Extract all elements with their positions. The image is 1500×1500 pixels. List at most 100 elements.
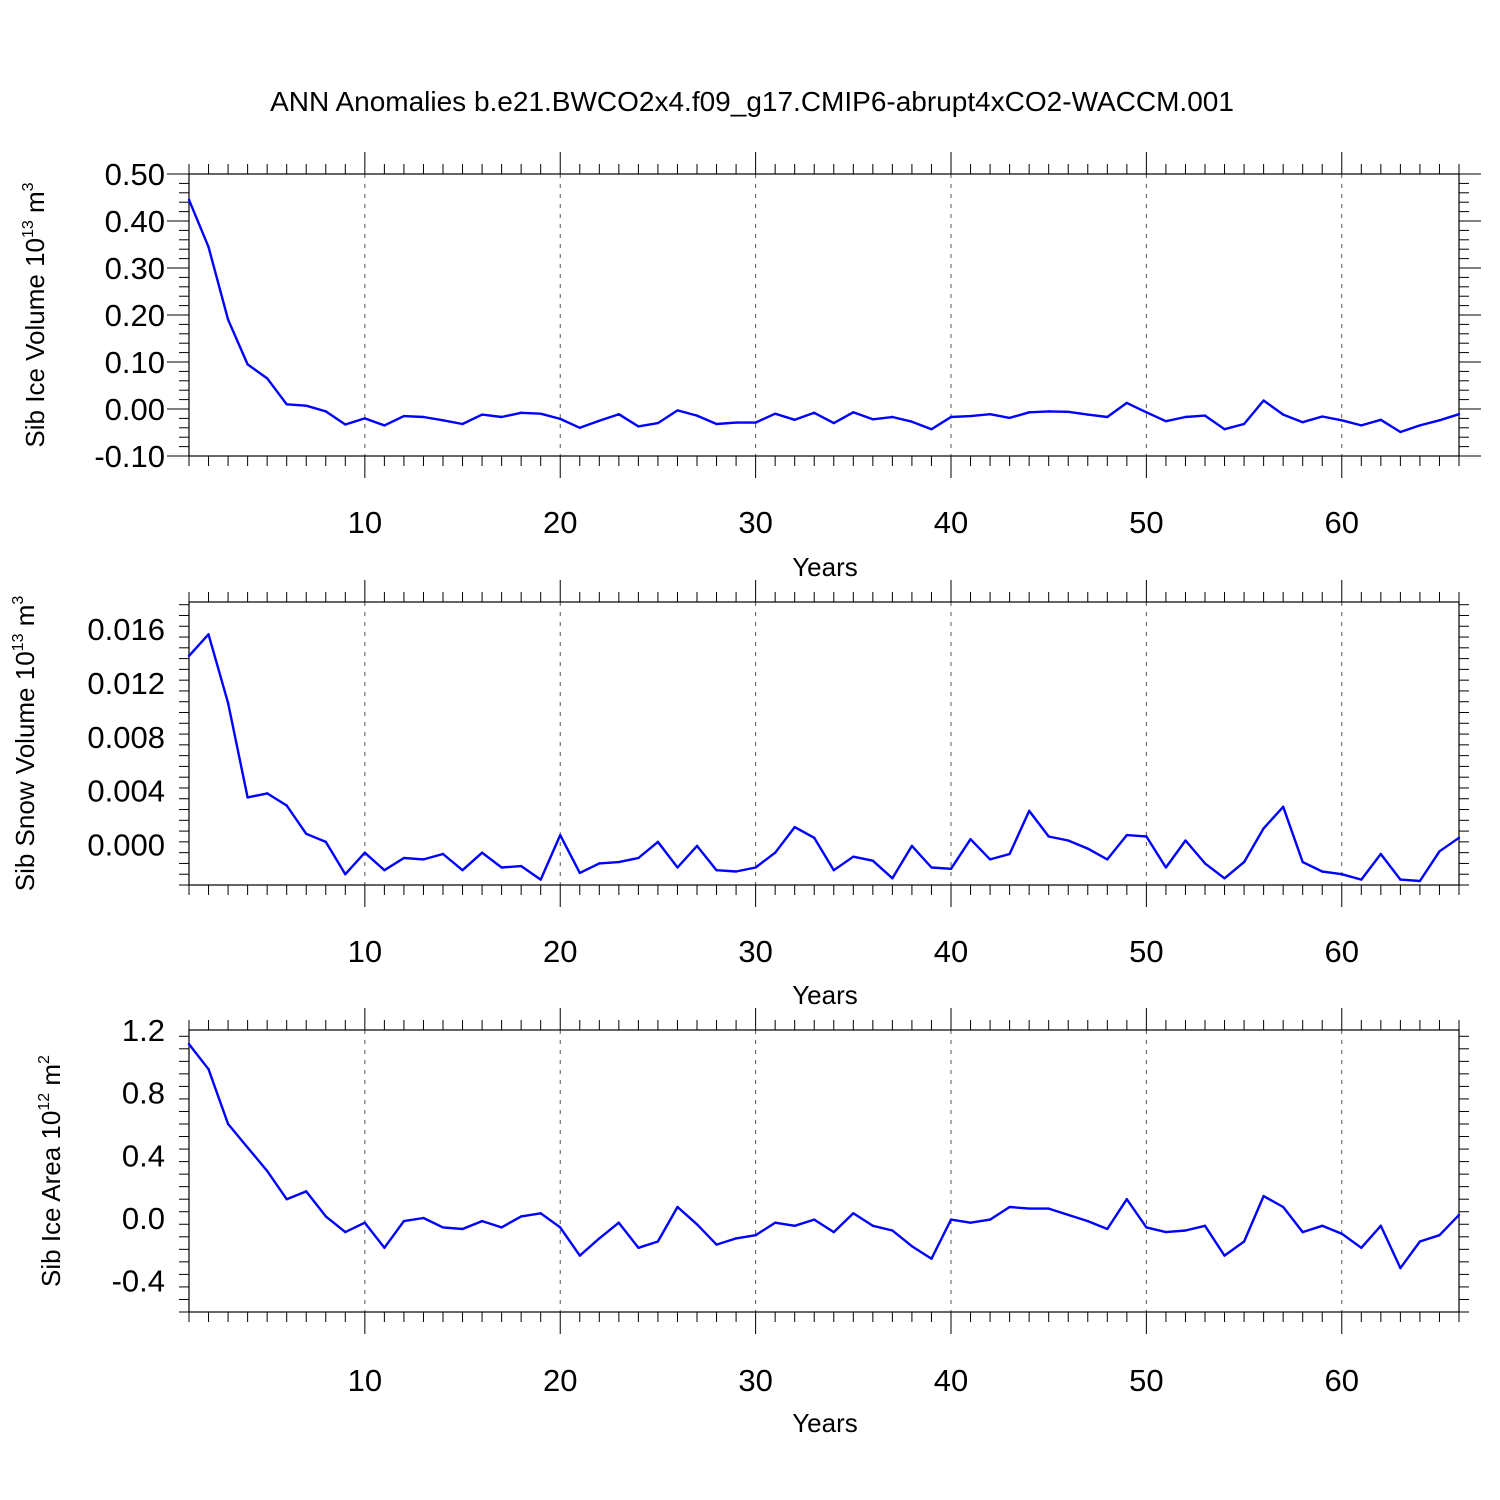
data-point xyxy=(598,1237,601,1240)
y-tick-label: 0.004 xyxy=(87,774,165,809)
y-tick-label: 0.000 xyxy=(87,828,165,863)
data-point xyxy=(656,1240,660,1243)
data-point xyxy=(1106,415,1109,419)
data-point xyxy=(226,318,230,321)
data-point xyxy=(1399,430,1402,434)
data-point xyxy=(559,417,562,421)
x-tick-label: 10 xyxy=(348,1363,382,1398)
data-point xyxy=(1438,1234,1441,1237)
data-point xyxy=(187,1042,191,1046)
data-point xyxy=(441,852,445,856)
data-point xyxy=(715,422,718,426)
data-point xyxy=(695,1223,699,1226)
data-point xyxy=(207,1067,210,1071)
data-point xyxy=(1360,878,1363,881)
data-point xyxy=(949,415,953,419)
y-tick-label: 1.2 xyxy=(122,1013,165,1048)
data-point xyxy=(754,866,757,869)
data-point xyxy=(1281,805,1285,809)
data-point xyxy=(910,1245,914,1248)
data-point xyxy=(246,1146,249,1149)
data-point xyxy=(852,1212,855,1215)
x-tick-label: 60 xyxy=(1325,1363,1359,1398)
data-point xyxy=(383,868,386,872)
x-axis-label: Years xyxy=(792,980,858,1010)
data-point xyxy=(1281,1205,1285,1209)
data-point xyxy=(285,403,288,406)
data-point xyxy=(1360,1246,1363,1249)
data-point xyxy=(656,421,660,425)
data-point xyxy=(1418,1240,1422,1243)
x-axis-label: Years xyxy=(792,1408,858,1438)
data-point xyxy=(852,411,855,414)
data-point xyxy=(871,859,875,862)
data-point xyxy=(637,856,640,860)
x-tick-label: 40 xyxy=(934,505,968,540)
data-point xyxy=(1047,1207,1050,1210)
data-point xyxy=(1399,878,1402,881)
y-axis-label: Sib Snow Volume 1013 m3 xyxy=(10,596,40,892)
data-point xyxy=(1223,428,1226,431)
x-tick-label: 30 xyxy=(738,1363,772,1398)
data-point xyxy=(1184,1229,1187,1232)
data-point xyxy=(891,415,894,419)
y-tick-label: 0.10 xyxy=(105,345,165,380)
data-point xyxy=(1184,839,1187,842)
data-point xyxy=(969,414,972,418)
data-point xyxy=(1457,836,1461,840)
data-point xyxy=(265,1169,269,1173)
data-point xyxy=(519,864,523,868)
data-point xyxy=(734,870,738,873)
data-point xyxy=(1027,809,1031,813)
data-point xyxy=(1262,399,1265,402)
data-point xyxy=(813,1218,816,1221)
data-point xyxy=(793,418,796,422)
data-point xyxy=(461,1227,464,1231)
x-tick-label: 20 xyxy=(543,934,577,969)
data-point xyxy=(930,428,933,431)
x-tick-label: 50 xyxy=(1129,934,1163,969)
data-point xyxy=(187,654,191,658)
data-point xyxy=(1321,1224,1324,1228)
data-point xyxy=(1067,1213,1070,1217)
data-point xyxy=(422,415,425,419)
data-point xyxy=(539,1212,542,1215)
data-point xyxy=(617,412,621,416)
data-point xyxy=(324,840,327,844)
panel-2: 10 20 30 40 50 60 0.000 0.004 0.008 0.012 0.016 Yea… xyxy=(10,580,1469,1010)
x-tick-label: 50 xyxy=(1129,505,1163,540)
data-point xyxy=(793,825,796,829)
data-point xyxy=(1321,870,1324,873)
data-point xyxy=(480,851,484,854)
data-point xyxy=(1360,424,1363,427)
x-tick-label: 30 xyxy=(738,505,772,540)
data-point xyxy=(578,1254,581,1257)
data-point xyxy=(695,844,699,848)
data-point xyxy=(402,856,406,860)
y-tick-label: 0.0 xyxy=(122,1201,165,1236)
data-point xyxy=(324,1215,327,1218)
data-point xyxy=(676,866,679,869)
data-point xyxy=(773,1221,777,1224)
data-point xyxy=(793,1224,796,1228)
data-point xyxy=(246,363,249,366)
x-tick-label: 40 xyxy=(934,934,968,969)
data-point xyxy=(1203,414,1207,417)
data-point xyxy=(500,1226,503,1229)
data-point xyxy=(930,1257,933,1260)
x-tick-label: 60 xyxy=(1325,505,1359,540)
data-point xyxy=(305,832,308,835)
data-point xyxy=(539,412,542,415)
data-point xyxy=(1125,1198,1129,1201)
data-point xyxy=(285,804,288,807)
data-point xyxy=(871,418,875,421)
data-point xyxy=(1223,877,1226,880)
data-point xyxy=(1145,411,1148,414)
data-point xyxy=(383,424,386,427)
data-point xyxy=(422,1216,425,1220)
data-point xyxy=(734,421,738,424)
y-tick-label: 0.20 xyxy=(105,298,165,333)
data-point xyxy=(1203,862,1207,865)
data-point xyxy=(265,792,269,795)
